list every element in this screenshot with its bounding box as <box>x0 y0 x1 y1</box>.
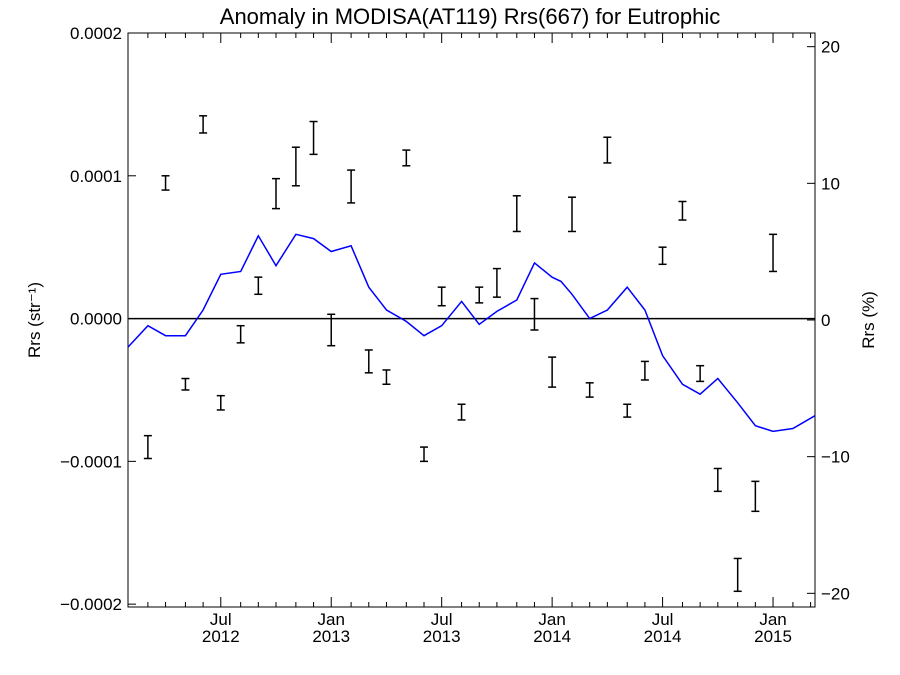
right-tick-label: 20 <box>821 38 840 57</box>
left-tick-label: −0.0001 <box>60 452 122 471</box>
left-axis-label: Rrs (str⁻¹) <box>25 282 44 358</box>
x-tick-year: 2012 <box>202 627 240 646</box>
error-bar <box>181 377 190 391</box>
error-bar <box>678 200 687 221</box>
x-tick-year: 2014 <box>644 627 682 646</box>
x-tick-month: Jan <box>538 610 565 629</box>
x-tick-year: 2015 <box>754 627 792 646</box>
right-tick-label: −10 <box>821 448 850 467</box>
error-bar <box>585 382 594 398</box>
right-tick-label: −20 <box>821 584 850 603</box>
error-bars <box>143 115 778 593</box>
error-bar <box>347 169 356 204</box>
left-tick-label: 0.0002 <box>70 24 122 43</box>
x-tick-month: Jul <box>431 610 453 629</box>
right-tick-label: 10 <box>821 174 840 193</box>
error-bar <box>512 195 521 233</box>
error-bar <box>382 369 391 386</box>
error-bar <box>530 297 539 331</box>
error-bar <box>327 313 336 347</box>
error-bar <box>291 146 300 187</box>
x-tick-month: Jan <box>759 610 786 629</box>
error-bar <box>548 356 557 388</box>
error-bar <box>640 360 649 381</box>
x-tick-month: Jan <box>318 610 345 629</box>
error-bar <box>272 177 281 210</box>
chart-title: Anomaly in MODISA(AT119) Rrs(667) for Eu… <box>220 4 720 29</box>
error-bar <box>751 480 760 513</box>
error-bar <box>475 286 484 304</box>
error-bar <box>216 394 225 411</box>
error-bar <box>457 403 466 421</box>
error-bar <box>492 267 501 298</box>
error-bar <box>769 233 778 273</box>
x-axis: Jul2012Jan2013Jul2013Jan2014Jul2014Jan20… <box>147 33 812 646</box>
error-bar <box>733 557 742 593</box>
x-tick-year: 2013 <box>423 627 461 646</box>
left-tick-label: 0.0001 <box>70 167 122 186</box>
right-tick-label: 0 <box>821 311 830 330</box>
error-bar <box>143 434 152 460</box>
right-y-axis: 20 10 0 −10 −20 <box>807 38 850 603</box>
left-tick-label: −0.0002 <box>60 595 122 614</box>
left-tick-label: 0.0000 <box>70 310 122 329</box>
error-bar <box>623 403 632 418</box>
error-bar <box>420 446 429 463</box>
error-bar <box>236 324 245 344</box>
x-tick-month: Jul <box>652 610 674 629</box>
x-tick-month: Jul <box>210 610 232 629</box>
x-tick-year: 2014 <box>533 627 571 646</box>
left-y-axis: 0.0002 0.0001 0.0000 −0.0001 −0.0002 <box>60 24 136 614</box>
error-bar <box>161 175 170 191</box>
right-axis-label: Rrs (%) <box>859 291 878 349</box>
plot-frame <box>127 32 816 608</box>
error-bar <box>437 286 446 307</box>
error-bar <box>713 467 722 493</box>
error-bar <box>364 349 373 374</box>
error-bar <box>309 120 318 156</box>
error-bar <box>658 246 667 266</box>
x-tick-year: 2013 <box>312 627 350 646</box>
error-bar <box>568 196 577 233</box>
error-bar <box>696 364 705 383</box>
error-bar <box>254 276 263 296</box>
anomaly-series-line <box>127 233 816 433</box>
error-bar <box>603 136 612 164</box>
error-bar <box>402 149 411 167</box>
error-bar <box>199 115 208 134</box>
